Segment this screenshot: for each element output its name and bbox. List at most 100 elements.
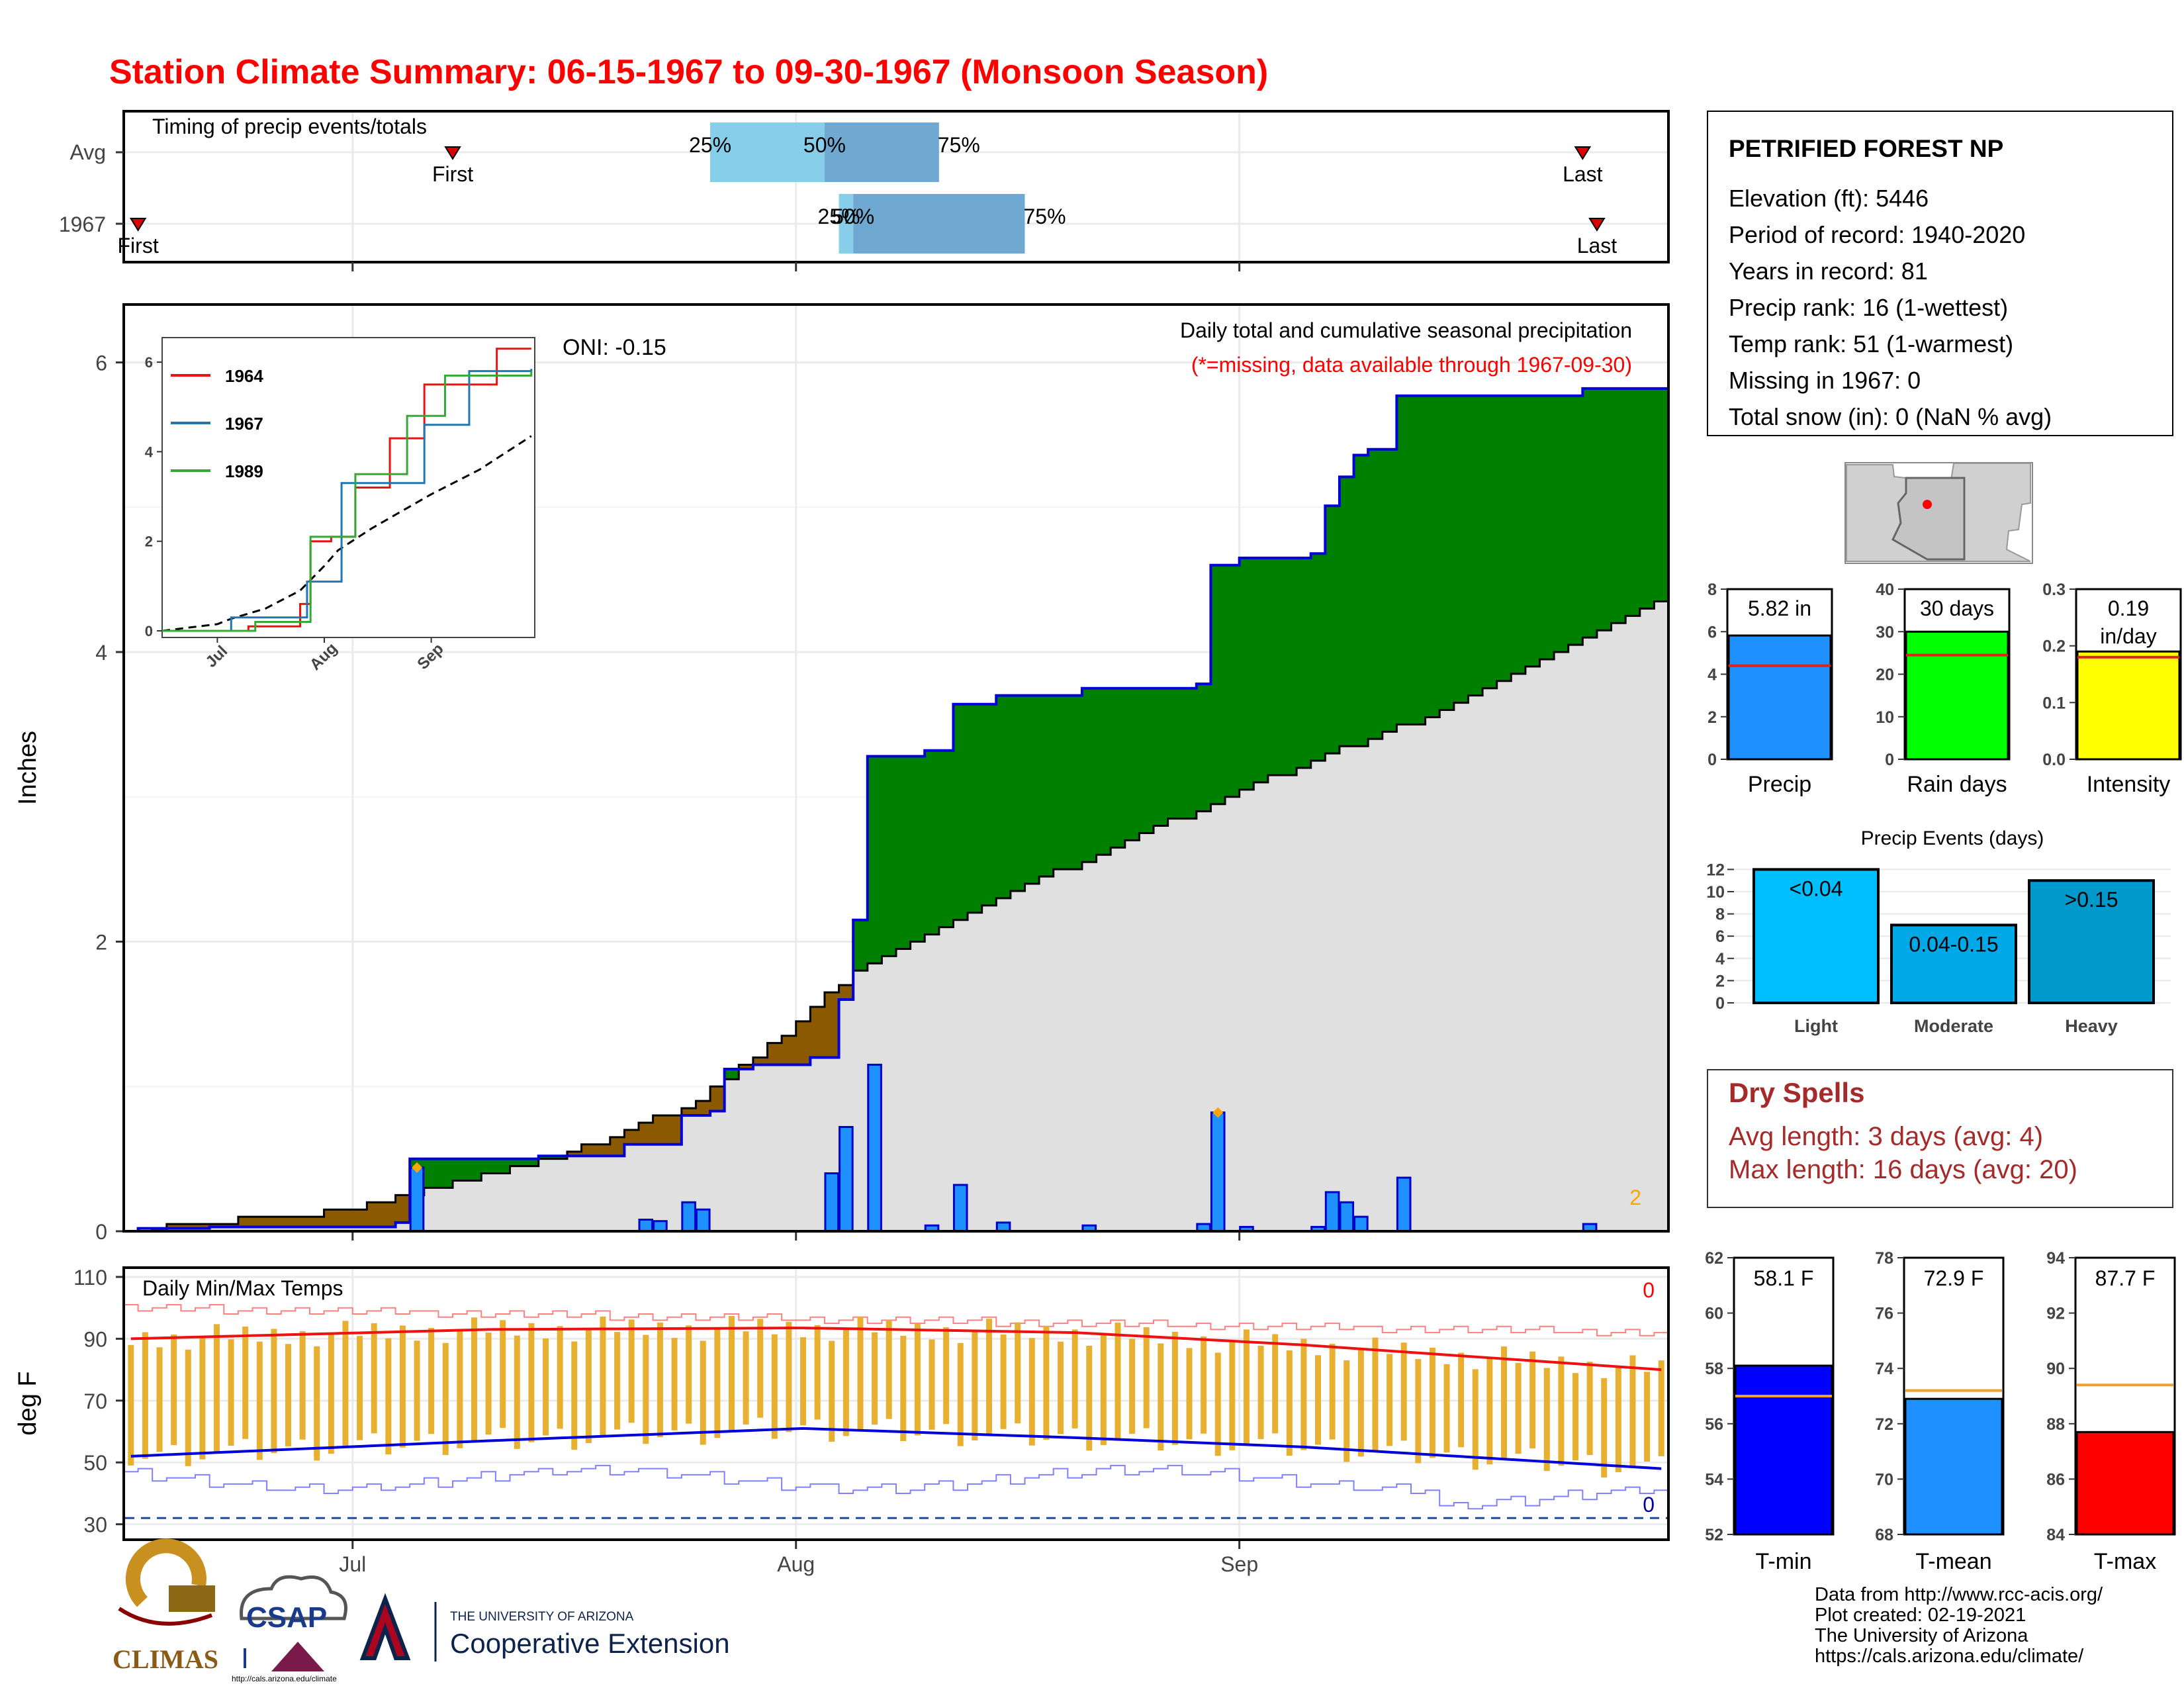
daily-temp-bar [1558,1356,1565,1466]
precip-events-chart: Precip Events (days) 0 2 4 6 8 10 12 <0.04 Light 0… [1706,827,2171,1036]
daily-temp-bar [1229,1340,1236,1450]
timing-band-lower-0 [710,122,825,182]
cumulative-diff-segment [1339,477,1355,747]
daily-temp-bar [671,1338,678,1430]
cumulative-diff-segment [953,704,968,920]
cumulative-diff-segment [1081,688,1097,863]
cumulative-diff-segment [381,1202,396,1227]
footer-line-0: Data from http://www.rcc-acis.org/ [1815,1584,2103,1605]
cumulative-diff-segment [752,1057,768,1065]
cumulative-diff-segment [224,1224,239,1227]
cumulative-diff-segment [1068,695,1083,870]
cumulative-diff-segment [1253,557,1269,782]
cumulative-diff-segment [1611,388,1626,624]
cumulative-diff-segment [495,1158,510,1174]
daily-temp-bar [1329,1344,1336,1440]
daily-precip-bar [1353,1215,1369,1233]
daily-temp-bar [428,1327,435,1434]
legend-label-1967: 1967 [225,414,263,434]
climas-logo-text: CLIMAS [113,1644,218,1674]
cumulative-diff-segment [367,1202,382,1227]
daily-temp-bar [1500,1346,1507,1460]
daily-temp-bar [1400,1342,1407,1441]
cumulative-diff-segment [238,1217,253,1227]
dry-spells-max: Max length: 16 days (avg: 20) [1729,1155,2077,1184]
cumulative-diff-segment [1154,688,1169,826]
cumulative-diff-segment [1468,395,1483,696]
cumulative-diff-segment [1353,455,1369,747]
page-title: Station Climate Summary: 06-15-1967 to 0… [109,53,1268,91]
daily-temp-bar [242,1326,249,1439]
daily-temp-bar [1028,1338,1035,1446]
tempbar-ytick-label-2-0: 84 [2046,1526,2065,1544]
normal-tmin-line [130,1427,1662,1470]
daily-temp-bar [1201,1336,1207,1434]
summary-ytick-label-0-3: 6 [1707,623,1717,641]
daily-temp-bar [1214,1352,1221,1456]
tempbar-bar-2 [2075,1430,2175,1536]
timing-p25-label-0: 25% [689,133,731,157]
daily-precip-bar [409,1166,425,1233]
daily-temp-bar [371,1323,377,1434]
csap-url: http://cals.arizona.edu/climate [232,1674,337,1683]
legend-label-1964: 1964 [225,366,263,386]
timing-p50-label-0: 50% [803,133,846,157]
tempbar-ytick-label-0-2: 56 [1705,1415,1723,1434]
tempbar-ytick-label-1-0: 68 [1875,1526,1893,1544]
timing-p50-label-1: 50% [832,205,874,228]
daily-temp-bar [1615,1366,1621,1472]
summary-ytick-label-2-2: 0.2 [2042,637,2066,656]
daily-temp-bar [128,1344,134,1466]
cumulative-diff-segment [309,1217,325,1227]
daily-temp-bar [328,1333,334,1454]
cumulative-diff-segment [867,756,882,964]
daily-temp-bar [571,1341,578,1450]
cumulative-diff-segment [882,756,897,957]
daily-precip-bar [824,1172,840,1233]
summary-ytick-label-1-4: 40 [1876,581,1894,599]
summary-bar-charts: 0 2 4 6 8 5.82 in Precip 0 10 20 30 40 30 days Rain d… [1707,581,2182,797]
cumulative-diff-segment [938,750,954,927]
xtick-label-2: Sep [1220,1552,1258,1576]
daily-temp-bar [1415,1359,1422,1464]
timing-title: Timing of precip events/totals [152,115,427,138]
map-arizona [1891,477,1966,561]
summary-label-1: Rain days [1907,772,2007,797]
station-info-frame [1707,111,2173,436]
daily-temp-bar [1300,1338,1307,1450]
daily-temp-bar [1357,1348,1364,1457]
daily-temp-bar [771,1334,778,1439]
avg-cumulative-area [124,601,1668,1231]
cumulative-diff-segment [1554,395,1569,652]
daily-temp-bar [943,1327,950,1425]
timing-first-label-1: First [118,234,159,258]
cumulative-diff-segment [1167,688,1183,819]
cumulative-diff-segment [1425,395,1440,718]
tempbar-label-2: T-max [2094,1549,2156,1574]
tempbar-value-label-1: 72.9 F [1924,1266,1984,1290]
station-line-0: Elevation (ft): 5446 [1729,185,1929,212]
daily-temp-bar [557,1326,563,1429]
cumulative-diff-segment [1310,553,1326,761]
daily-temp-bar [1387,1354,1393,1446]
station-line-6: Total snow (in): 0 (NaN % avg) [1729,403,2052,430]
tempbar-ytick-label-0-5: 62 [1705,1249,1723,1268]
timing-last-label-0: Last [1563,162,1603,186]
summary-ytick-label-0-1: 2 [1707,708,1717,727]
daily-temp-bar [800,1337,807,1426]
daily-temp-bar [528,1323,535,1442]
csap-logo-text: CSAP [246,1601,327,1634]
daily-temp-bar [1000,1334,1007,1429]
tempbar-ytick-label-0-1: 54 [1705,1470,1723,1489]
tempbar-ytick-label-0-4: 60 [1705,1305,1723,1323]
daily-precip-bar [1396,1176,1412,1233]
summary-label-0: Precip [1748,772,1811,797]
daily-temp-bar [228,1339,234,1446]
timing-first-marker-0 [444,146,461,160]
cumulative-diff-segment [796,1021,811,1065]
events-ytick-label-3: 6 [1715,927,1725,946]
summary-ytick-label-1-3: 30 [1876,623,1894,641]
cumulative-diff-segment [824,992,840,1058]
daily-temp-bar [814,1325,821,1420]
summary-ytick-label-0-2: 4 [1707,666,1717,684]
